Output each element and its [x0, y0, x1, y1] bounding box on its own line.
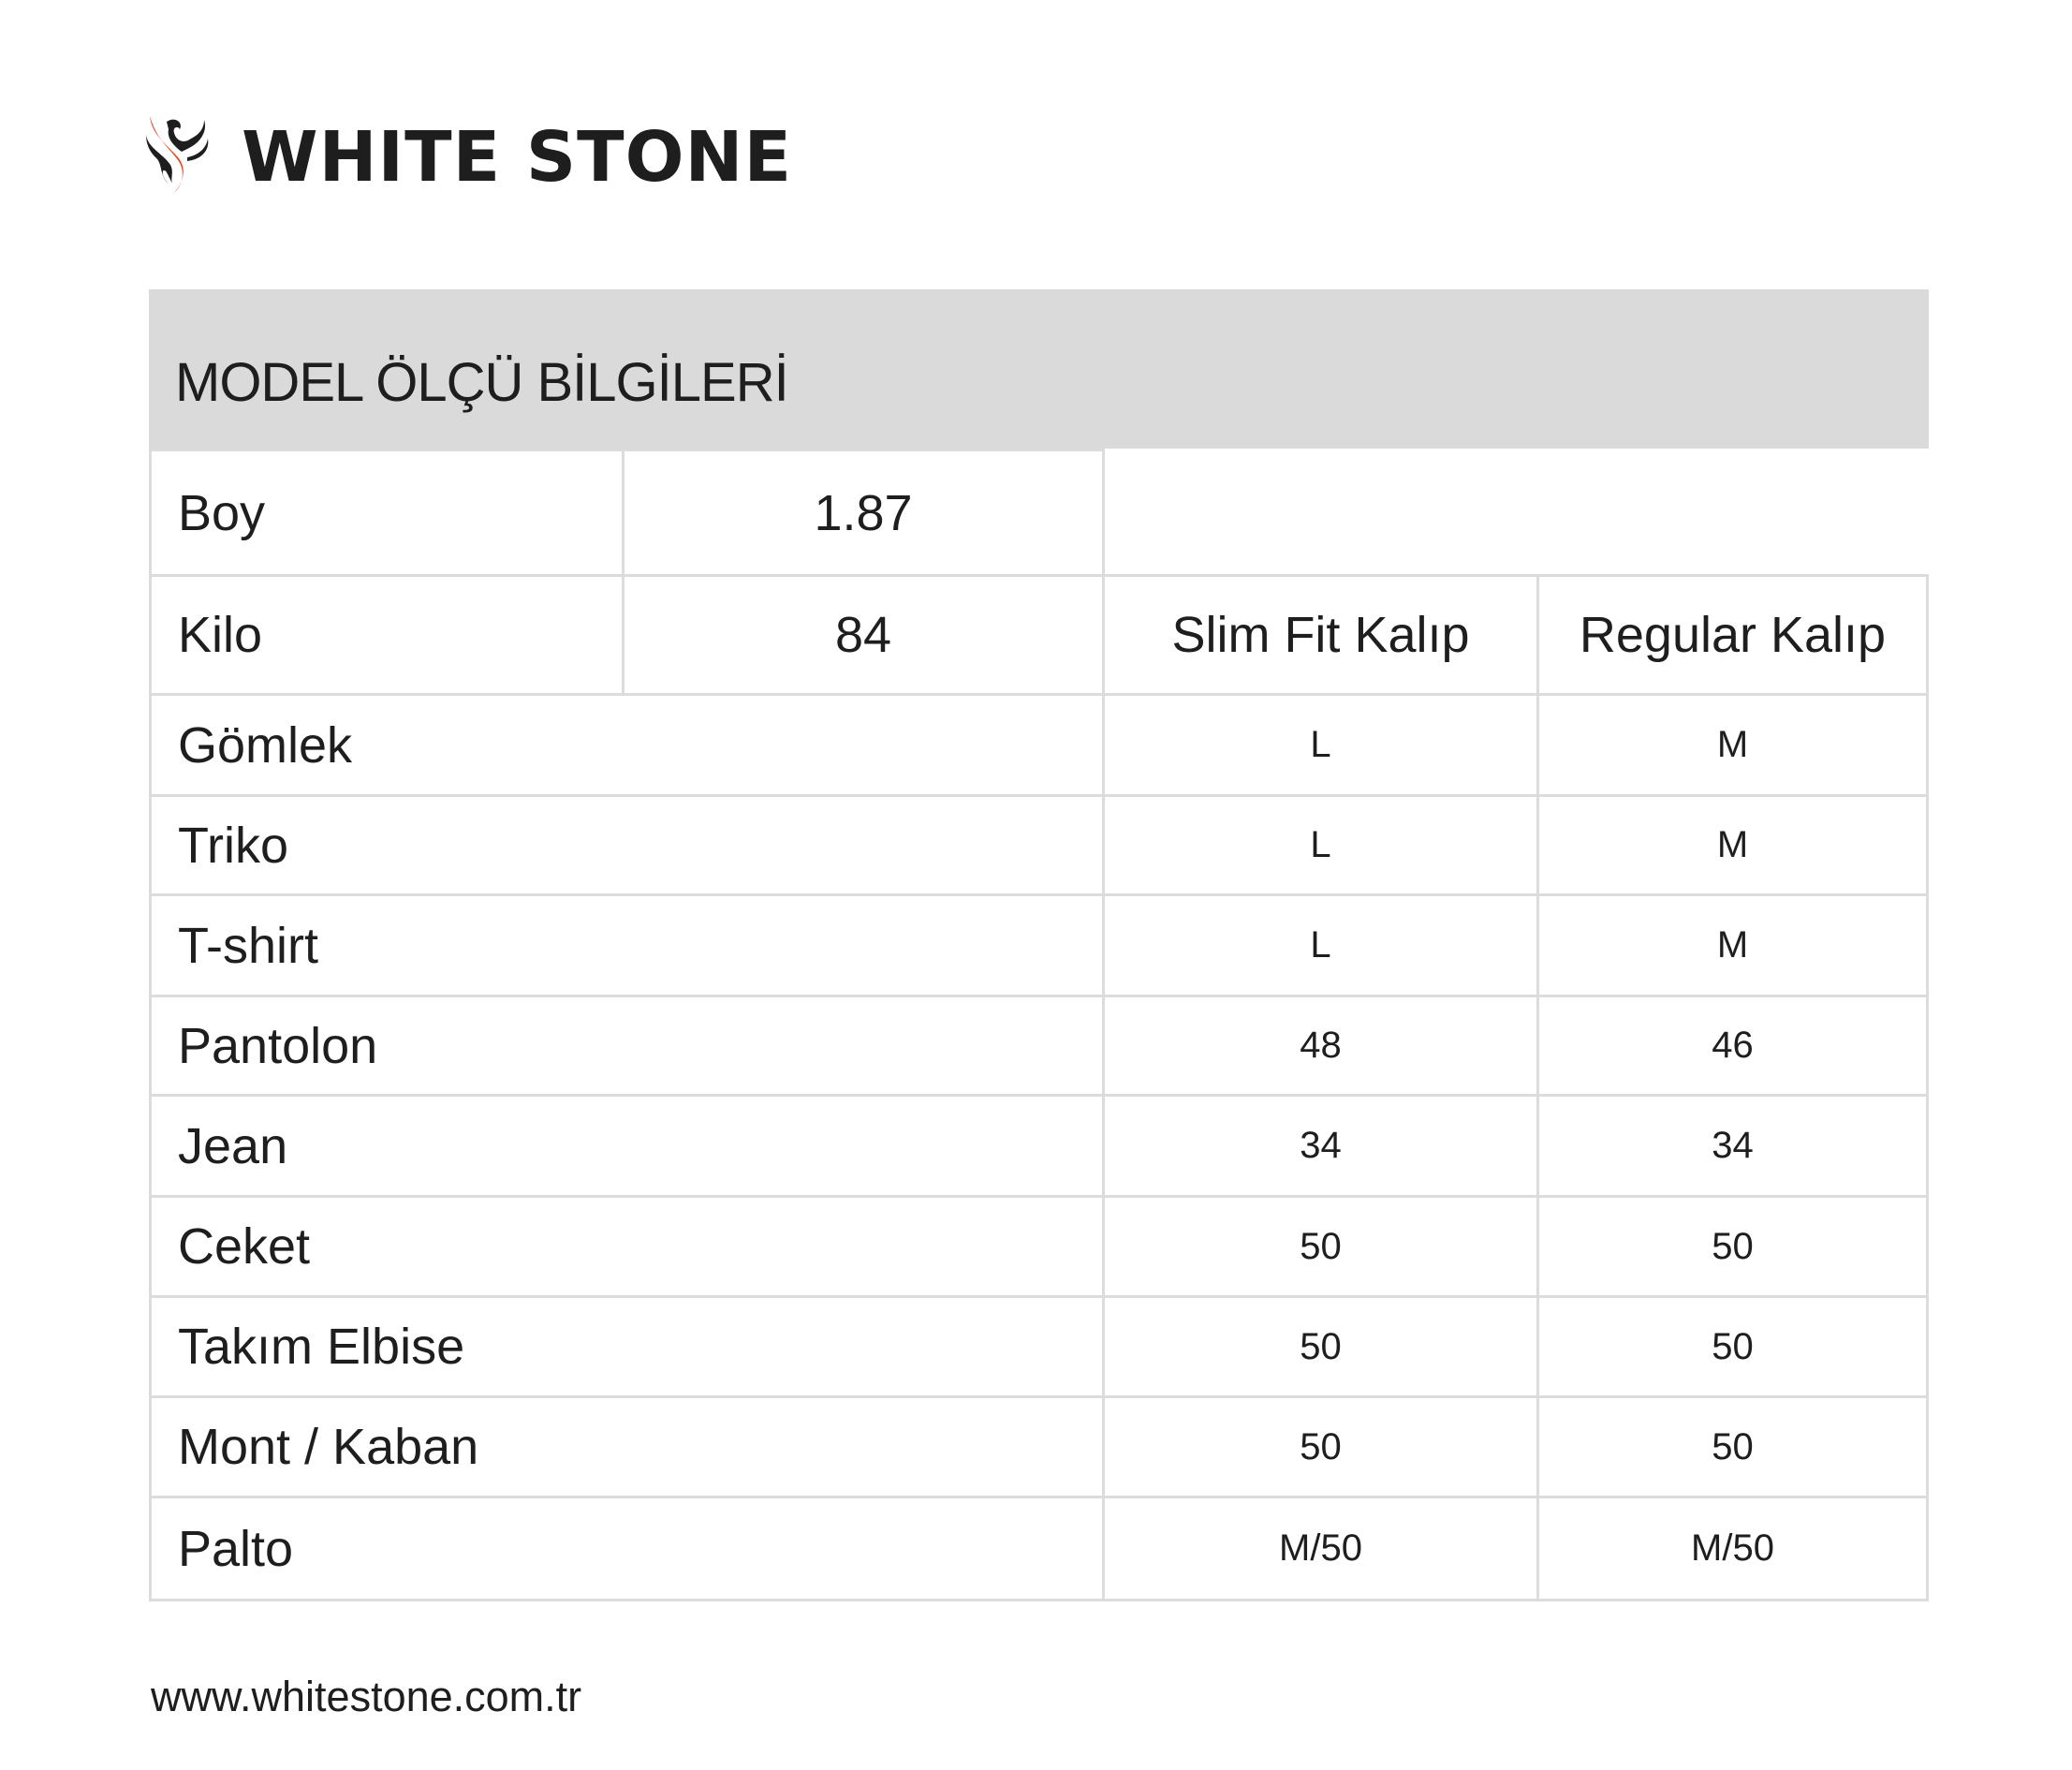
- row-slim-size: 50: [1102, 1295, 1539, 1398]
- table-title: MODEL ÖLÇÜ BİLGİLERİ: [175, 352, 789, 413]
- phoenix-logo-icon: [146, 116, 209, 193]
- weight-value: 84: [622, 574, 1105, 696]
- row-regular-size: M: [1536, 794, 1929, 896]
- row-slim-size: 48: [1102, 995, 1539, 1097]
- row-item-label: Mont / Kaban: [149, 1395, 1105, 1498]
- row-slim-size: M/50: [1102, 1496, 1539, 1601]
- row-item-label: Ceket: [149, 1195, 1105, 1298]
- row-item-label: Takım Elbise: [149, 1295, 1105, 1398]
- row-item-label: Gömlek: [149, 693, 1105, 797]
- row-slim-size: 50: [1102, 1395, 1539, 1498]
- row-slim-size: 34: [1102, 1094, 1539, 1198]
- row-regular-size: M: [1536, 893, 1929, 997]
- row-item-label: Jean: [149, 1094, 1105, 1198]
- row-regular-size: 50: [1536, 1395, 1929, 1498]
- row-slim-size: 50: [1102, 1195, 1539, 1298]
- brand-name: WHITE STONE: [242, 117, 793, 198]
- table-title-bar: MODEL ÖLÇÜ BİLGİLERİ: [149, 289, 1929, 449]
- row-regular-size: M/50: [1536, 1496, 1929, 1601]
- row-regular-size: 50: [1536, 1195, 1929, 1298]
- height-label: Boy: [149, 449, 625, 577]
- column-header-regular: Regular Kalıp: [1536, 574, 1929, 696]
- row-regular-size: 50: [1536, 1295, 1929, 1398]
- row-item-label: Pantolon: [149, 995, 1105, 1097]
- row-regular-size: 46: [1536, 995, 1929, 1097]
- weight-label: Kilo: [149, 574, 625, 696]
- row-item-label: Palto: [149, 1496, 1105, 1601]
- row-regular-size: M: [1536, 693, 1929, 797]
- height-value: 1.87: [622, 449, 1105, 577]
- row-regular-size: 34: [1536, 1094, 1929, 1198]
- column-header-slim: Slim Fit Kalıp: [1102, 574, 1539, 696]
- website-link[interactable]: www.whitestone.com.tr: [151, 1673, 582, 1720]
- row-slim-size: L: [1102, 693, 1539, 797]
- row-item-label: Triko: [149, 794, 1105, 896]
- row-item-label: T-shirt: [149, 893, 1105, 997]
- row-slim-size: L: [1102, 893, 1539, 997]
- row-slim-size: L: [1102, 794, 1539, 896]
